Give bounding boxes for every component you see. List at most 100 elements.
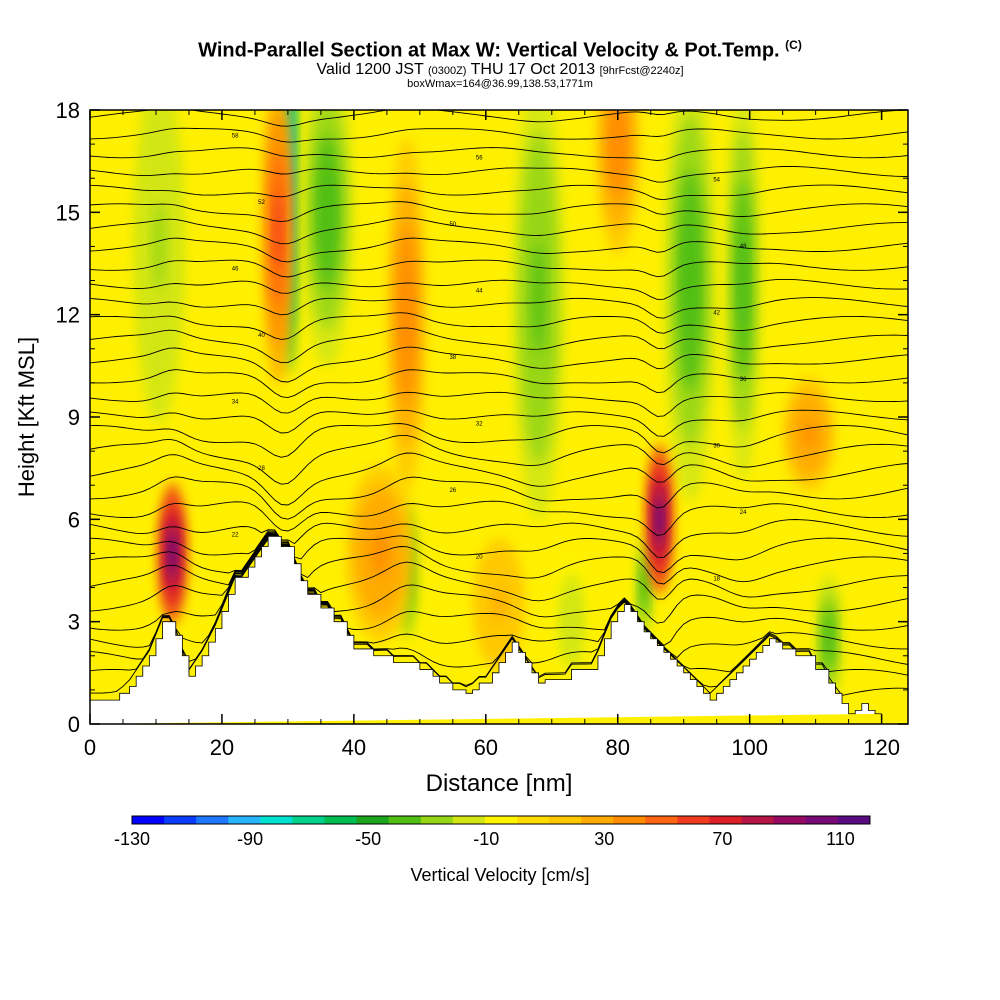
colorbar-tick-label: -10 (473, 829, 499, 849)
isentrope-line (90, 409, 908, 437)
isentrope-line (90, 165, 908, 183)
y-tick-label: 0 (68, 712, 80, 737)
box-info: boxWmax=164@36.99,138.53,1771m (407, 78, 593, 90)
isentrope-line (90, 536, 908, 673)
colorbar: -130 -90 -50 -10 30 70 110 (114, 815, 871, 849)
valid-time: Valid 1200 JST (316, 61, 424, 78)
colorbar-tick-label: -90 (237, 829, 263, 849)
isentrope-label: 54 (713, 178, 720, 184)
downdraft-cell (532, 242, 546, 354)
colorbar-swatch (324, 816, 358, 824)
colorbar-swatch (452, 816, 486, 824)
isentrope-label: 48 (740, 244, 747, 250)
colorbar-swatch (196, 816, 229, 824)
updraft-cell (401, 270, 412, 360)
y-tick-label: 3 (68, 610, 80, 635)
isentrope-line (90, 532, 908, 602)
colorbar-swatch (645, 816, 678, 824)
isentrope-line (90, 346, 908, 383)
isentrope-label: 40 (258, 333, 265, 339)
isentrope-label: 38 (449, 355, 456, 361)
isentrope-label: 28 (258, 466, 265, 472)
isentrope-line (90, 391, 908, 417)
isentrope-line (90, 297, 908, 319)
colorbar-swatch (356, 816, 390, 824)
updraft-cell (656, 500, 663, 539)
chart-title: Wind-Parallel Section at Max W: Vertical… (0, 38, 1000, 63)
isentrope-label: 52 (258, 200, 265, 206)
plot-area: 58 56 54 52 50 48 46 44 42 40 38 36 34 32 30 28 26 24 22 20… (89, 90, 909, 725)
chart-subtitle: Valid 1200 JST (0300Z) THU 17 Oct 2013 [… (0, 62, 1000, 79)
potential-temperature-contours: 58 56 54 52 50 48 46 44 42 40 38 36 34 32 30 28 26 24 22 20… (90, 90, 908, 696)
colorbar-swatch (164, 816, 197, 824)
isentrope-line (90, 127, 908, 143)
isentrope-line (90, 519, 908, 558)
velocity-field (133, 110, 842, 706)
colorbar-swatch (741, 816, 775, 824)
x-tick-label: 40 (342, 735, 366, 760)
colorbar-tick-label: -50 (355, 829, 381, 849)
isentrope-line (90, 278, 908, 300)
isentrope-line (90, 534, 908, 659)
isentrope-line (90, 184, 908, 201)
isentrope-label: 32 (476, 422, 483, 428)
isentrope-line (90, 534, 908, 646)
colorbar-swatch (677, 816, 711, 824)
isentrope-label: 50 (449, 222, 456, 228)
isentrope-label: 42 (713, 311, 720, 317)
updraft-cell (612, 116, 624, 172)
colorbar-swatch (260, 816, 293, 824)
colorbar-frame (131, 815, 871, 825)
isentrope-line (90, 90, 908, 107)
isentrope-line (90, 476, 908, 520)
updraft-cell (492, 587, 506, 622)
valid-date: THU 17 Oct 2013 (470, 61, 596, 78)
isentrope-label: 44 (476, 288, 483, 294)
colorbar-tick-label: 30 (594, 829, 614, 849)
isentrope-label: 46 (232, 266, 239, 272)
colorbar-swatch (549, 816, 582, 824)
isentrope-line (90, 423, 908, 458)
y-tick-label: 12 (56, 303, 80, 328)
y-axis: 0 3 6 9 12 15 18 (56, 98, 908, 737)
isentrope-line (90, 201, 908, 223)
isentrope-line (90, 533, 908, 624)
downdraft-cell (738, 230, 748, 331)
isentrope-line (90, 434, 908, 485)
downdraft-cell (321, 173, 334, 252)
y-axis-label: Height [Kft MSL] (14, 337, 39, 497)
isentrope-label: 26 (449, 488, 456, 494)
x-tick-label: 120 (863, 735, 900, 760)
isentrope-line (90, 531, 908, 585)
x-tick-label: 20 (210, 735, 234, 760)
colorbar-swatch (517, 816, 550, 824)
updraft-cell (802, 419, 816, 449)
downdraft-cell (152, 202, 166, 291)
colorbar-tick-label: 70 (712, 829, 732, 849)
isentrope-line (90, 312, 908, 340)
downdraft-cell (825, 622, 833, 656)
chart-title-text: Wind-Parallel Section at Max W: Vertical… (198, 39, 780, 62)
isentrope-label: 22 (232, 532, 239, 538)
y-tick-label: 9 (68, 405, 80, 430)
y-tick-label: 6 (68, 507, 80, 532)
updraft-cell (274, 190, 282, 269)
isentrope-label: 30 (713, 444, 720, 450)
x-tick-label: 80 (605, 735, 629, 760)
colorbar-swatch (132, 816, 165, 824)
isentrope-label: 18 (713, 577, 720, 583)
colorbar-label: Vertical Velocity [cm/s] (410, 865, 589, 885)
colorbar-swatch (581, 816, 614, 824)
isentrope-line (90, 369, 908, 399)
x-axis-label: Distance [nm] (426, 770, 573, 797)
terrain-mask (89, 535, 882, 724)
colorbar-tick-label: -130 (114, 829, 150, 849)
isentrope-label: 56 (476, 155, 483, 161)
isentrope-line (90, 452, 908, 506)
isentrope-line (90, 327, 908, 364)
colorbar-swatch (805, 816, 839, 824)
isentrope-label: 34 (232, 399, 239, 405)
x-axis: 0 20 40 60 80 100 120 (84, 110, 900, 760)
y-tick-label: 15 (56, 200, 80, 225)
isentrope-line (90, 237, 908, 263)
